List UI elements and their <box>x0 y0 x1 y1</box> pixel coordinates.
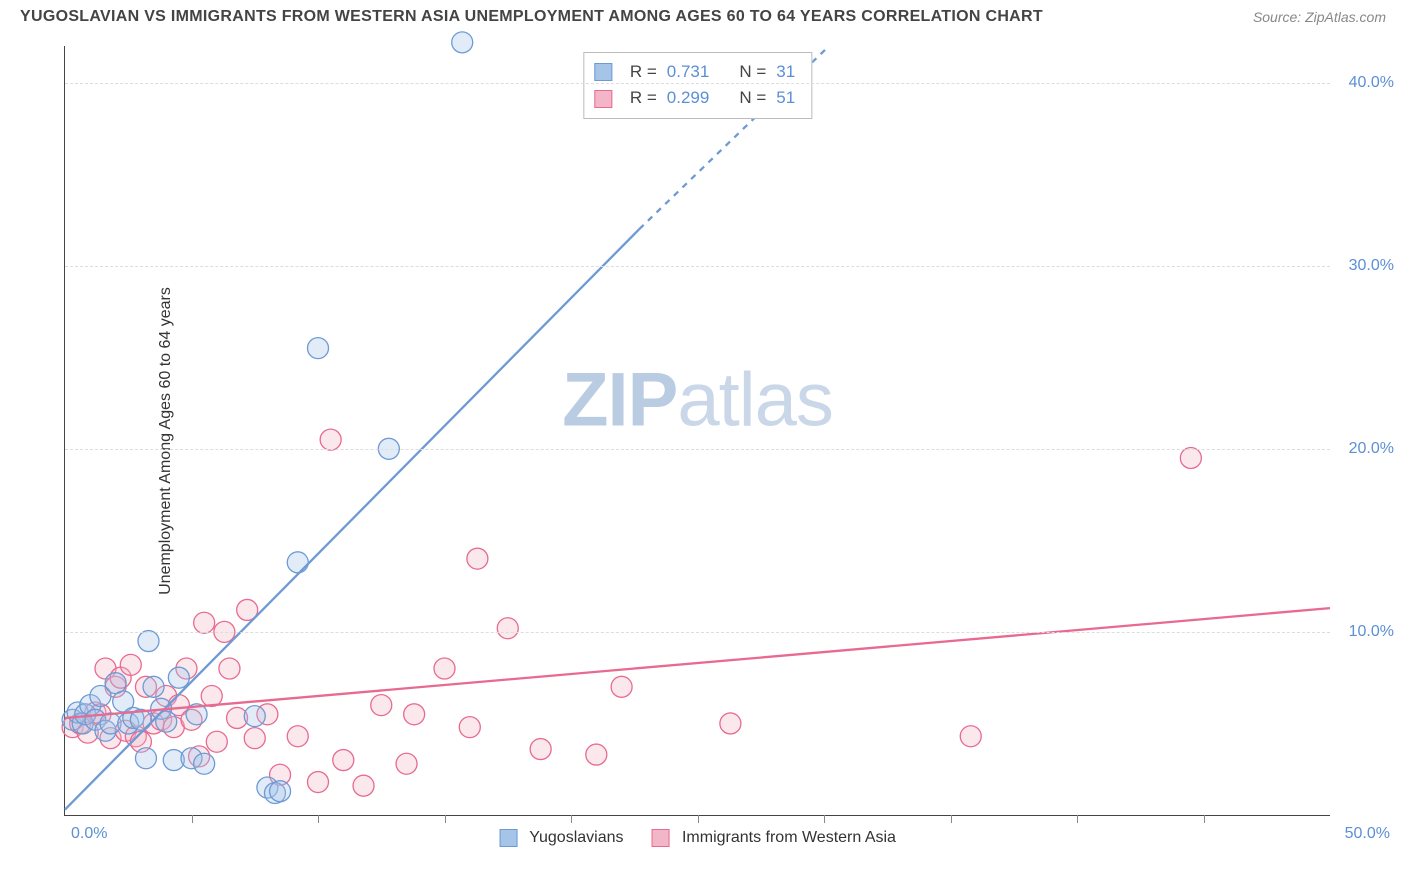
data-point <box>1180 447 1201 468</box>
data-point <box>194 753 215 774</box>
legend-label-1: Immigrants from Western Asia <box>682 829 896 846</box>
xtick <box>1204 815 1205 823</box>
stat-swatch-1 <box>594 90 612 108</box>
data-point <box>320 429 341 450</box>
data-point <box>497 618 518 639</box>
n-label: N = <box>739 85 766 111</box>
gridline-h <box>65 632 1330 633</box>
xtick <box>318 815 319 823</box>
xtick <box>192 815 193 823</box>
trend-line <box>65 608 1330 718</box>
ytick-label: 40.0% <box>1349 74 1394 92</box>
data-point <box>467 548 488 569</box>
data-point <box>459 717 480 738</box>
data-point <box>143 676 164 697</box>
plot-svg <box>65 46 1330 815</box>
data-point <box>960 726 981 747</box>
n-value-0: 31 <box>776 59 795 85</box>
x-origin-label: 0.0% <box>71 825 107 843</box>
r-value-0: 0.731 <box>667 59 710 85</box>
data-point <box>138 631 159 652</box>
data-point <box>720 713 741 734</box>
gridline-h <box>65 266 1330 267</box>
ytick-label: 10.0% <box>1349 623 1394 641</box>
data-point <box>308 338 329 359</box>
r-label: R = <box>630 59 657 85</box>
xtick <box>951 815 952 823</box>
xtick <box>698 815 699 823</box>
data-point <box>219 658 240 679</box>
x-end-label: 50.0% <box>1345 825 1390 843</box>
stat-swatch-0 <box>594 63 612 81</box>
bottom-legend: Yugoslavians Immigrants from Western Asi… <box>499 829 896 847</box>
legend-swatch-1 <box>652 829 670 847</box>
gridline-h <box>65 449 1330 450</box>
xtick <box>445 815 446 823</box>
chart-container: Unemployment Among Ages 60 to 64 years Z… <box>54 46 1394 836</box>
data-point <box>530 739 551 760</box>
data-point <box>201 685 222 706</box>
data-point <box>353 775 374 796</box>
data-point <box>168 667 189 688</box>
data-point <box>206 731 227 752</box>
legend-label-0: Yugoslavians <box>529 829 623 846</box>
trend-line <box>65 229 639 809</box>
legend-swatch-0 <box>499 829 517 847</box>
gridline-h <box>65 83 1330 84</box>
data-point <box>434 658 455 679</box>
xtick <box>1077 815 1078 823</box>
source-label: Source: ZipAtlas.com <box>1253 9 1386 25</box>
ytick-label: 30.0% <box>1349 257 1394 275</box>
xtick <box>571 815 572 823</box>
ytick-label: 20.0% <box>1349 440 1394 458</box>
plot-area: ZIPatlas R = 0.731 N = 31 R = 0.299 N = … <box>64 46 1330 816</box>
chart-title: YUGOSLAVIAN VS IMMIGRANTS FROM WESTERN A… <box>20 8 1043 26</box>
xtick <box>824 815 825 823</box>
data-point <box>270 781 291 802</box>
stat-row-1: R = 0.299 N = 51 <box>594 85 795 111</box>
stat-legend: R = 0.731 N = 31 R = 0.299 N = 51 <box>583 52 812 119</box>
data-point <box>308 772 329 793</box>
data-point <box>371 695 392 716</box>
data-point <box>452 32 473 53</box>
n-value-1: 51 <box>776 85 795 111</box>
data-point <box>611 676 632 697</box>
r-label: R = <box>630 85 657 111</box>
data-point <box>396 753 417 774</box>
data-point <box>287 552 308 573</box>
stat-row-0: R = 0.731 N = 31 <box>594 59 795 85</box>
data-point <box>135 748 156 769</box>
data-point <box>194 612 215 633</box>
r-value-1: 0.299 <box>667 85 710 111</box>
data-point <box>244 706 265 727</box>
data-point <box>404 704 425 725</box>
n-label: N = <box>739 59 766 85</box>
legend-item-1: Immigrants from Western Asia <box>652 829 896 847</box>
legend-item-0: Yugoslavians <box>499 829 623 847</box>
data-point <box>333 750 354 771</box>
data-point <box>287 726 308 747</box>
data-point <box>120 654 141 675</box>
data-point <box>586 744 607 765</box>
data-point <box>244 728 265 749</box>
